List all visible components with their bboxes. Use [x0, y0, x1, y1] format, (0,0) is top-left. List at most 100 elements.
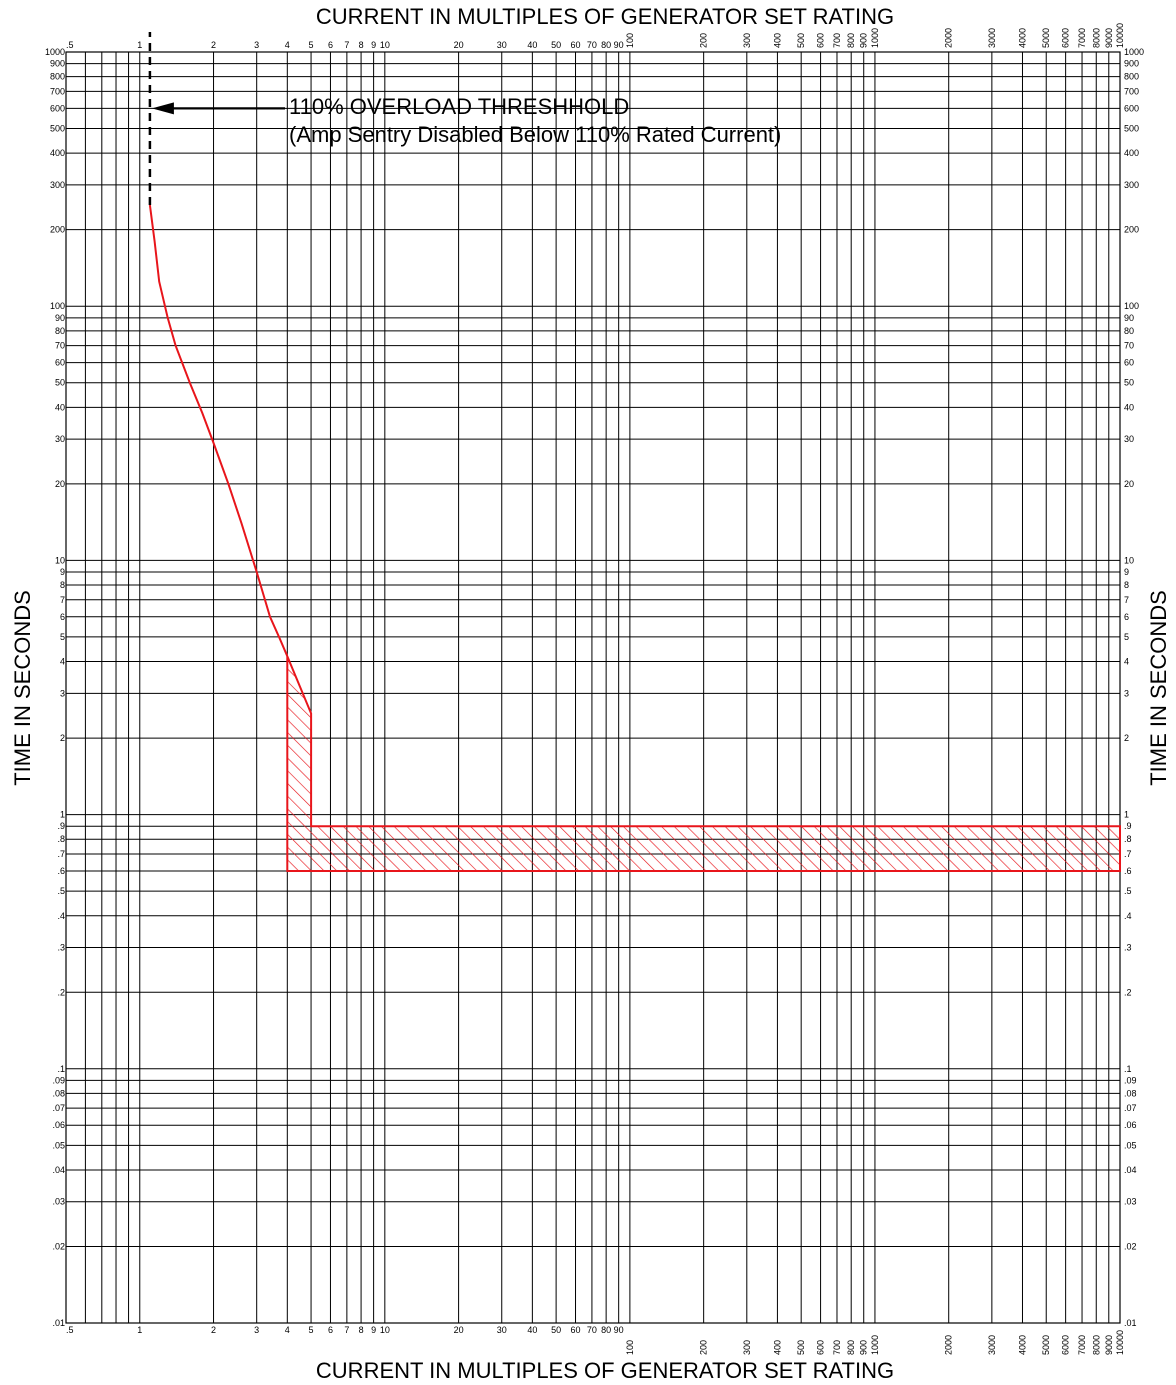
x-tick-label-top: 500	[796, 33, 806, 48]
y-tick-label-right: .3	[1124, 943, 1132, 953]
y-tick-label-left: .8	[57, 834, 65, 844]
x-tick-label-bottom: 600	[816, 1340, 826, 1355]
y-tick-label-left: 10	[55, 555, 65, 565]
x-tick-label-bottom: 50	[551, 1325, 561, 1335]
x-tick-label-top: 400	[772, 33, 782, 48]
x-tick-label-top: 4	[285, 40, 290, 50]
x-tick-label-top: 80	[601, 40, 611, 50]
x-tick-label-top: 2	[211, 40, 216, 50]
x-tick-label-top: 70	[587, 40, 597, 50]
overload-curve	[148, 204, 289, 657]
y-tick-label-left: .9	[57, 821, 65, 831]
y-tick-label-right: 900	[1124, 59, 1139, 69]
x-tick-label-bottom: 300	[742, 1340, 752, 1355]
y-tick-label-left: .02	[52, 1241, 65, 1251]
plot-grid	[65, 51, 1121, 1324]
y-tick-label-right: 2	[1124, 733, 1129, 743]
y-tick-label-right: 40	[1124, 402, 1134, 412]
x-tick-label-bottom: 7	[344, 1325, 349, 1335]
y-tick-label-right: 200	[1124, 225, 1139, 235]
y-tick-label-left: .3	[57, 943, 65, 953]
y-tick-label-right: .9	[1124, 821, 1132, 831]
y-tick-label-left: .03	[52, 1197, 65, 1207]
y-tick-label-left: 30	[55, 434, 65, 444]
y-tick-label-right: .2	[1124, 987, 1132, 997]
x-tick-label-bottom: 6	[328, 1325, 333, 1335]
x-tick-label-bottom: 9	[371, 1325, 376, 1335]
y-tick-label-right: .8	[1124, 834, 1132, 844]
y-tick-label-left: 300	[50, 180, 65, 190]
x-tick-label-top: 6000	[1061, 28, 1071, 48]
y-tick-label-right: 70	[1124, 341, 1134, 351]
x-tick-label-top: 7	[344, 40, 349, 50]
y-tick-labels: 1000 1000 900 900 800 800 700 700 600 600 500 500 40…	[45, 47, 1144, 1328]
x-tick-label-top: 900	[859, 33, 869, 48]
y-tick-label-left: .5	[57, 886, 65, 896]
y-tick-label-right: 6	[1124, 612, 1129, 622]
y-tick-label-right: .03	[1124, 1197, 1137, 1207]
x-tick-label-top: 800	[846, 33, 856, 48]
y-tick-label-left: 90	[55, 313, 65, 323]
x-tick-label-bottom: 30	[497, 1325, 507, 1335]
y-tick-label-right: 400	[1124, 148, 1139, 158]
y-tick-label-left: 500	[50, 124, 65, 134]
x-tick-label-top: 8	[359, 40, 364, 50]
x-tick-label-bottom: 3000	[987, 1335, 997, 1355]
x-tick-label-bottom: 80	[601, 1325, 611, 1335]
y-tick-label-left: .07	[52, 1103, 65, 1113]
y-tick-label-left: 900	[50, 59, 65, 69]
threshold-label-line2: (Amp Sentry Disabled Below 110% Rated Cu…	[289, 122, 781, 147]
x-tick-label-top: 300	[742, 33, 752, 48]
y-tick-label-left: 1000	[45, 47, 65, 57]
y-tick-label-right: .6	[1124, 866, 1132, 876]
y-tick-label-left: 100	[50, 301, 65, 311]
y-tick-label-left: .04	[52, 1165, 65, 1175]
y-tick-label-right: 5	[1124, 632, 1129, 642]
y-tick-label-left: 4	[60, 657, 65, 667]
overload-threshold: 110% OVERLOAD THRESHHOLD (Amp Sentry Dis…	[148, 32, 781, 206]
plot-frame	[65, 51, 1121, 1324]
y-tick-label-left: .09	[52, 1075, 65, 1085]
x-tick-label-bottom: 40	[527, 1325, 537, 1335]
x-tick-label-top: 600	[816, 33, 826, 48]
x-tick-label-top: 7000	[1077, 28, 1087, 48]
y-tick-label-right: 300	[1124, 180, 1139, 190]
x-tick-label-top: 6	[328, 40, 333, 50]
y-tick-label-right: .08	[1124, 1088, 1137, 1098]
y-tick-label-left: 9	[60, 567, 65, 577]
x-tick-label-bottom: 70	[587, 1325, 597, 1335]
top-axis-title: CURRENT IN MULTIPLES OF GENERATOR SET RA…	[316, 4, 894, 29]
x-tick-label-top: 40	[527, 40, 537, 50]
bottom-axis-title: CURRENT IN MULTIPLES OF GENERATOR SET RA…	[316, 1358, 894, 1383]
x-tick-label-bottom: 400	[772, 1340, 782, 1355]
x-tick-label-top: 200	[699, 33, 709, 48]
y-tick-label-left: 7	[60, 595, 65, 605]
y-tick-label-left: 20	[55, 479, 65, 489]
y-tick-label-right: 30	[1124, 434, 1134, 444]
x-tick-label-top: 5000	[1041, 28, 1051, 48]
y-tick-label-left: .4	[57, 911, 65, 921]
trip-band-hatched	[286, 655, 1121, 872]
x-tick-label-bottom: 4000	[1017, 1335, 1027, 1355]
x-tick-label-top: 20	[454, 40, 464, 50]
y-tick-label-right: .01	[1124, 1318, 1137, 1328]
y-tick-label-right: 50	[1124, 378, 1134, 388]
x-tick-label-bottom: 900	[859, 1340, 869, 1355]
x-tick-label-top: 4000	[1017, 28, 1027, 48]
threshold-label-line1: 110% OVERLOAD THRESHHOLD	[289, 94, 629, 119]
y-tick-label-right: 20	[1124, 479, 1134, 489]
x-tick-label-bottom: 3	[254, 1325, 259, 1335]
y-tick-label-left: 40	[55, 402, 65, 412]
x-tick-label-bottom: 1000	[870, 1335, 880, 1355]
y-tick-label-right: 100	[1124, 301, 1139, 311]
y-tick-label-left: 700	[50, 86, 65, 96]
x-tick-label-bottom: 1	[137, 1325, 142, 1335]
y-tick-label-right: 10	[1124, 555, 1134, 565]
x-tick-label-top: 100	[625, 33, 635, 48]
y-tick-label-right: 7	[1124, 595, 1129, 605]
y-tick-label-left: .06	[52, 1120, 65, 1130]
x-tick-label-top: 9	[371, 40, 376, 50]
x-tick-label-top: 700	[832, 33, 842, 48]
y-tick-label-left: 70	[55, 341, 65, 351]
